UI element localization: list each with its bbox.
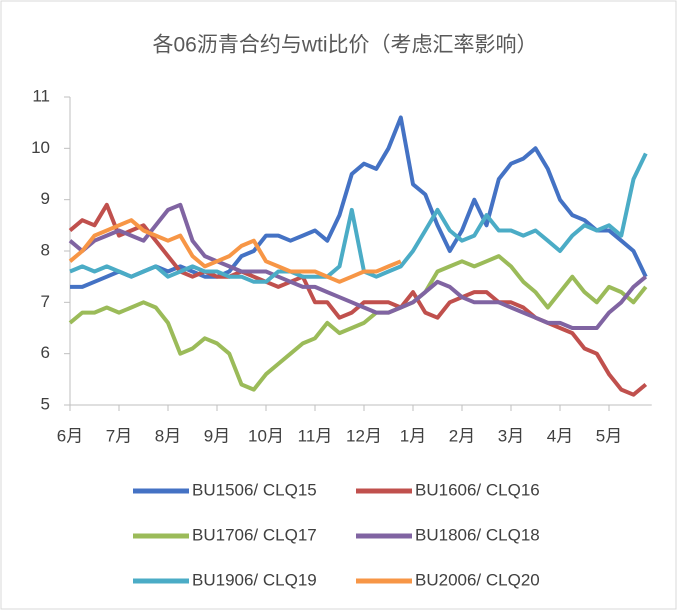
x-tick-label: 6月 [57, 426, 83, 445]
x-tick-label: 9月 [204, 426, 230, 445]
legend-label: BU1606/ CLQ16 [415, 480, 540, 499]
legend-label: BU1706/ CLQ17 [192, 525, 317, 544]
legend-label: BU1506/ CLQ15 [192, 480, 317, 499]
legend-label: BU1806/ CLQ18 [415, 525, 540, 544]
x-tick-label: 1月 [400, 426, 426, 445]
y-tick-label: 5 [41, 394, 50, 413]
y-tick-label: 11 [32, 86, 50, 105]
x-tick-label: 2月 [449, 426, 475, 445]
x-tick-label: 3月 [498, 426, 524, 445]
series-line [68, 254, 648, 392]
legend-label: BU1906/ CLQ19 [192, 570, 317, 589]
x-tick-label: 7月 [106, 426, 132, 445]
x-tick-label: 12月 [346, 426, 382, 445]
series-line [69, 152, 648, 284]
y-tick-label: 10 [31, 138, 50, 157]
y-tick-label: 9 [41, 189, 50, 208]
x-tick-label: 5月 [596, 426, 622, 445]
chart-title: 各06沥青合约与wti比价（考虑汇率影响） [152, 34, 537, 57]
series-line [70, 115, 648, 289]
series-line [68, 202, 648, 330]
legend-label: BU2006/ CLQ20 [415, 570, 540, 589]
series-line [68, 218, 402, 284]
y-tick-label: 6 [41, 343, 50, 362]
x-tick-label: 11月 [298, 426, 333, 445]
y-tick-label: 8 [41, 240, 50, 259]
x-tick-label: 8月 [155, 426, 181, 445]
y-tick-label: 7 [41, 292, 50, 311]
x-tick-label: 10月 [248, 426, 284, 445]
x-tick-label: 4月 [547, 426, 573, 445]
